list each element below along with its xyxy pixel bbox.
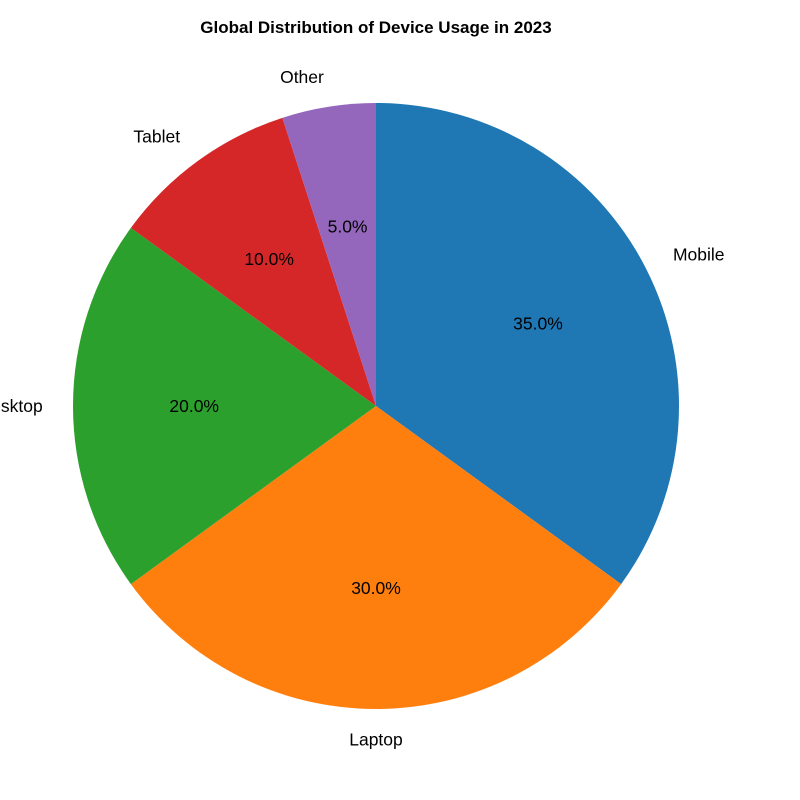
pie-slice-laptop xyxy=(130,406,622,709)
slice-percent-tablet: 10.0% xyxy=(244,249,294,269)
slice-label-desktop: Desktop xyxy=(0,396,43,416)
slice-label-tablet: Tablet xyxy=(133,126,180,146)
pie-slice-desktop xyxy=(73,227,376,585)
slice-label-laptop: Laptop xyxy=(349,729,403,749)
slice-percent-mobile: 35.0% xyxy=(513,313,563,333)
pie-slices xyxy=(73,103,679,709)
pie-slice-tablet xyxy=(130,117,376,406)
pie-slice-other xyxy=(282,103,376,406)
pie-labels: Mobile 35.0% Laptop 30.0% Desktop 20.0% Tablet… xyxy=(0,67,725,749)
pie-slice-mobile xyxy=(376,103,679,585)
slice-percent-desktop: 20.0% xyxy=(169,396,219,416)
slice-label-mobile: Mobile xyxy=(673,245,725,265)
slice-label-other: Other xyxy=(280,67,324,87)
chart-title: Global Distribution of Device Usage in 2… xyxy=(200,18,551,37)
slice-percent-other: 5.0% xyxy=(328,216,368,236)
slice-percent-laptop: 30.0% xyxy=(351,578,401,598)
